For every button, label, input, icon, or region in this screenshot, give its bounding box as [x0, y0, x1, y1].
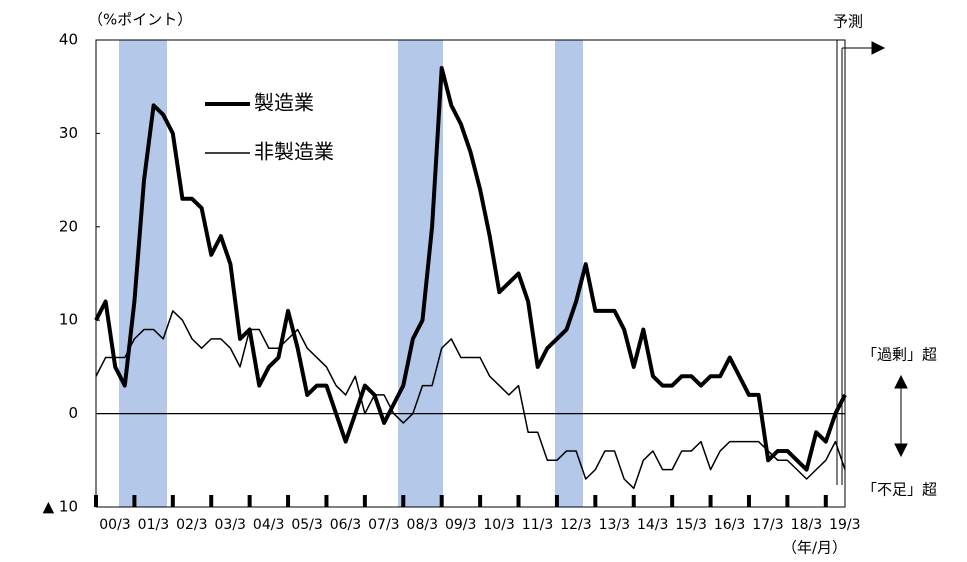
x-tick: [478, 495, 483, 507]
x-tick: [170, 495, 175, 507]
x-tick-label: 12/3: [560, 517, 591, 533]
x-tick: [324, 495, 329, 507]
x-tick-label: 11/3: [522, 517, 553, 533]
x-tick: [746, 495, 751, 507]
x-tick-label: 00/3: [99, 517, 130, 533]
x-tick-label: 09/3: [445, 517, 476, 533]
x-tick: [362, 495, 367, 507]
x-tick: [823, 495, 828, 507]
x-tick: [593, 495, 598, 507]
x-tick: [631, 495, 636, 507]
x-unit: （年/月）: [782, 539, 847, 557]
x-tick: [516, 495, 521, 507]
y-tick-label: 10: [59, 311, 78, 329]
series-line: [94, 66, 847, 472]
x-tick: [439, 495, 444, 507]
y-tick-label: 40: [59, 31, 78, 49]
x-tick-label: 13/3: [599, 517, 630, 533]
x-tick-label: 07/3: [368, 517, 399, 533]
x-tick-label: 18/3: [791, 517, 822, 533]
x-tick-label: 05/3: [291, 517, 322, 533]
x-tick: [286, 495, 291, 507]
shade: [398, 40, 443, 507]
y-unit: （%ポイント）: [88, 11, 192, 29]
x-tick-label: 06/3: [330, 517, 361, 533]
forecast-marker: [836, 40, 886, 485]
x-tick-label: 03/3: [215, 517, 246, 533]
legend-label: 製造業: [254, 91, 314, 115]
x-tick: [94, 495, 98, 507]
x-tick-label: 04/3: [253, 517, 284, 533]
x-tick-label: 16/3: [714, 517, 745, 533]
forecast-label: 予測: [833, 13, 863, 31]
annotation: 「不足」超: [862, 481, 937, 499]
x-tick: [785, 495, 790, 507]
x-tick-label: 10/3: [483, 517, 514, 533]
shade: [119, 40, 167, 507]
x-tick: [247, 495, 252, 507]
plot-frame: [95, 39, 846, 508]
series-line: [95, 310, 846, 490]
y-tick-label: ▲ 10: [43, 498, 78, 516]
legend-label: 非製造業: [254, 140, 334, 164]
annotation: 「過剰」超: [862, 346, 937, 364]
x-tick: [670, 495, 675, 507]
x-tick-label: 17/3: [752, 517, 783, 533]
recession-shading: [119, 40, 583, 507]
x-tick-label: 14/3: [637, 517, 668, 533]
y-tick-label: 30: [59, 124, 78, 142]
shade: [555, 40, 583, 507]
x-tick: [132, 495, 137, 507]
x-tick: [708, 495, 713, 507]
double-arrow: [894, 374, 908, 458]
x-tick: [554, 495, 559, 507]
x-tick-label: 15/3: [675, 517, 706, 533]
x-tick: [209, 495, 214, 507]
x-tick-label: 02/3: [176, 517, 207, 533]
y-tick-label: 20: [59, 217, 78, 235]
x-tick-label: 01/3: [138, 517, 169, 533]
x-tick-label: 19/3: [829, 517, 860, 533]
x-tick-label: 08/3: [407, 517, 438, 533]
x-tick: [401, 495, 406, 507]
y-tick-label: 0: [68, 404, 78, 422]
